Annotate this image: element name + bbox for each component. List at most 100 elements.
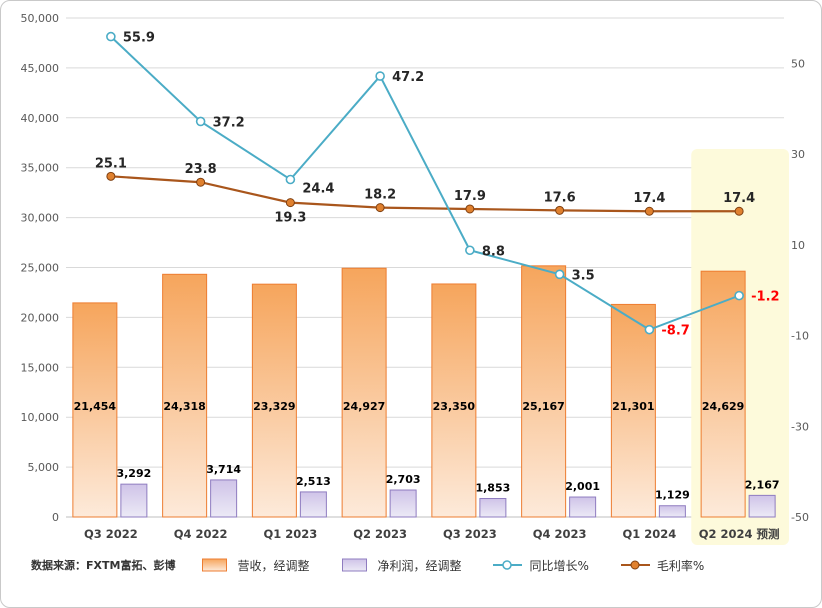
revenue-value-label: 21,454 xyxy=(74,400,117,413)
chart-legend: 营收，经调整 净利润，经调整 同比增长% 毛利率% xyxy=(201,557,704,574)
bar-netprofit xyxy=(658,505,686,518)
revenue-value-label: 23,350 xyxy=(433,400,476,413)
netprofit-value-label: 3,292 xyxy=(116,467,151,480)
x-axis-label: Q4 2022 xyxy=(174,527,228,541)
bar-netprofit xyxy=(389,489,417,518)
revenue-value-label: 21,301 xyxy=(612,400,654,413)
revenue-value-label: 23,329 xyxy=(253,400,295,413)
legend-label-yoy: 同比增长% xyxy=(529,558,589,573)
combo-chart: 0 5,000 10,000 15,000 20,000 25,000 30,000 35,0… xyxy=(21,12,809,545)
bar-revenue xyxy=(431,283,477,518)
yoy-growth-point xyxy=(644,324,655,335)
revenue-value-label: 24,927 xyxy=(343,400,385,413)
yoy-growth-label: -1.2 xyxy=(751,290,779,305)
gross-margin-point xyxy=(285,198,295,208)
gross-margin-label: 23.8 xyxy=(185,162,217,177)
yoy-growth-point xyxy=(734,290,744,301)
yoy-growth-point xyxy=(465,245,475,256)
bar-netprofit xyxy=(479,498,507,518)
left-axis-tick: 30,000 xyxy=(21,212,60,225)
legend-item-revenue: 营收，经调整 xyxy=(201,557,309,574)
yoy-growth-point xyxy=(375,71,385,81)
right-axis-tick: 10 xyxy=(791,239,805,252)
bar-revenue xyxy=(610,303,656,518)
left-axis-tick: 10,000 xyxy=(21,411,60,424)
netprofit-value-label: 2,513 xyxy=(296,475,331,488)
yoy-growth-label: 3.5 xyxy=(572,268,595,283)
x-axis-label: Q4 2023 xyxy=(533,527,587,541)
left-axis-tick: 5,000 xyxy=(28,461,60,474)
left-axis-tick: 35,000 xyxy=(21,162,60,175)
bar-revenue xyxy=(341,267,387,518)
bar-revenue xyxy=(251,283,297,518)
yoy-growth-label: 37.2 xyxy=(213,115,245,130)
gross-margin-point xyxy=(734,206,744,216)
margin-line-swatch-icon xyxy=(620,560,650,570)
gross-margin-label: 19.3 xyxy=(274,211,306,226)
right-axis-tick: 50 xyxy=(791,57,805,70)
gross-margin-point xyxy=(644,206,654,216)
x-axis-label: Q3 2023 xyxy=(443,527,497,541)
gross-margin-point xyxy=(465,204,475,214)
legend-label-margin: 毛利率% xyxy=(656,558,705,573)
left-axis-tick: 45,000 xyxy=(21,62,60,75)
gross-margin-label: 17.6 xyxy=(544,190,576,205)
left-axis-tick: 15,000 xyxy=(21,361,60,374)
line-gross-margin xyxy=(110,175,740,213)
netprofit-bar-swatch-icon xyxy=(342,558,368,572)
x-axis-label: Q2 2023 xyxy=(353,527,407,541)
gross-margin-point xyxy=(555,205,565,215)
left-axis-tick: 40,000 xyxy=(21,112,60,125)
right-axis-tick: -30 xyxy=(791,420,809,433)
bar-netprofit xyxy=(120,483,148,518)
yoy-growth-label: 55.9 xyxy=(123,31,155,46)
gross-margin-label: 25.1 xyxy=(95,156,127,171)
yoy-growth-label: 47.2 xyxy=(392,70,424,85)
gross-margin-label: 17.4 xyxy=(723,191,755,206)
left-axis-tick: 0 xyxy=(52,511,59,524)
yoy-growth-point xyxy=(195,116,206,127)
yoy-growth-point xyxy=(106,31,116,42)
legend-label-netprofit: 净利润，经调整 xyxy=(377,558,462,573)
gross-margin-label: 17.4 xyxy=(633,191,665,206)
x-axis-label: Q1 2023 xyxy=(263,527,317,541)
right-axis-tick: 30 xyxy=(791,148,805,161)
legend-item-margin: 毛利率% xyxy=(620,557,705,574)
netprofit-value-label: 1,853 xyxy=(475,482,510,495)
x-axis-label: Q2 2024 预测 xyxy=(699,527,780,541)
legend-item-netprofit: 净利润，经调整 xyxy=(341,557,461,574)
netprofit-value-label: 2,703 xyxy=(386,473,421,486)
netprofit-value-label: 3,714 xyxy=(206,463,241,476)
bar-revenue xyxy=(72,302,118,518)
bar-revenue xyxy=(162,273,208,518)
gross-margin-point xyxy=(106,171,116,181)
x-axis-label: Q1 2024 xyxy=(622,527,676,541)
left-axis-tick: 25,000 xyxy=(21,262,60,275)
bar-netprofit xyxy=(299,491,327,518)
netprofit-value-label: 2,167 xyxy=(745,478,780,491)
data-source-note: 数据来源：FXTM富拓、彭博 xyxy=(31,559,176,572)
yoy-line-swatch-icon xyxy=(493,560,523,570)
yoy-growth-label: 24.4 xyxy=(302,181,334,196)
yoy-growth-point xyxy=(554,269,565,280)
x-axis-label: Q3 2022 xyxy=(84,527,138,541)
yoy-growth-point xyxy=(285,174,296,185)
bar-netprofit xyxy=(748,494,776,518)
netprofit-value-label: 2,001 xyxy=(565,480,600,493)
bar-netprofit xyxy=(569,496,597,518)
netprofit-value-label: 1,129 xyxy=(655,489,690,502)
revenue-value-label: 24,629 xyxy=(702,400,744,413)
left-axis-tick: 20,000 xyxy=(21,311,60,324)
right-axis-tick: -50 xyxy=(791,511,809,524)
right-axis-tick: -10 xyxy=(791,330,809,343)
bar-revenue xyxy=(700,270,746,518)
legend-label-revenue: 营收，经调整 xyxy=(237,558,310,573)
gross-margin-label: 17.9 xyxy=(454,189,486,204)
revenue-bar-swatch-icon xyxy=(202,558,228,572)
revenue-value-label: 25,167 xyxy=(522,400,564,413)
revenue-value-label: 24,318 xyxy=(163,400,205,413)
left-axis-tick: 50,000 xyxy=(21,12,60,25)
gross-margin-point xyxy=(196,177,206,187)
bar-netprofit xyxy=(210,479,238,518)
